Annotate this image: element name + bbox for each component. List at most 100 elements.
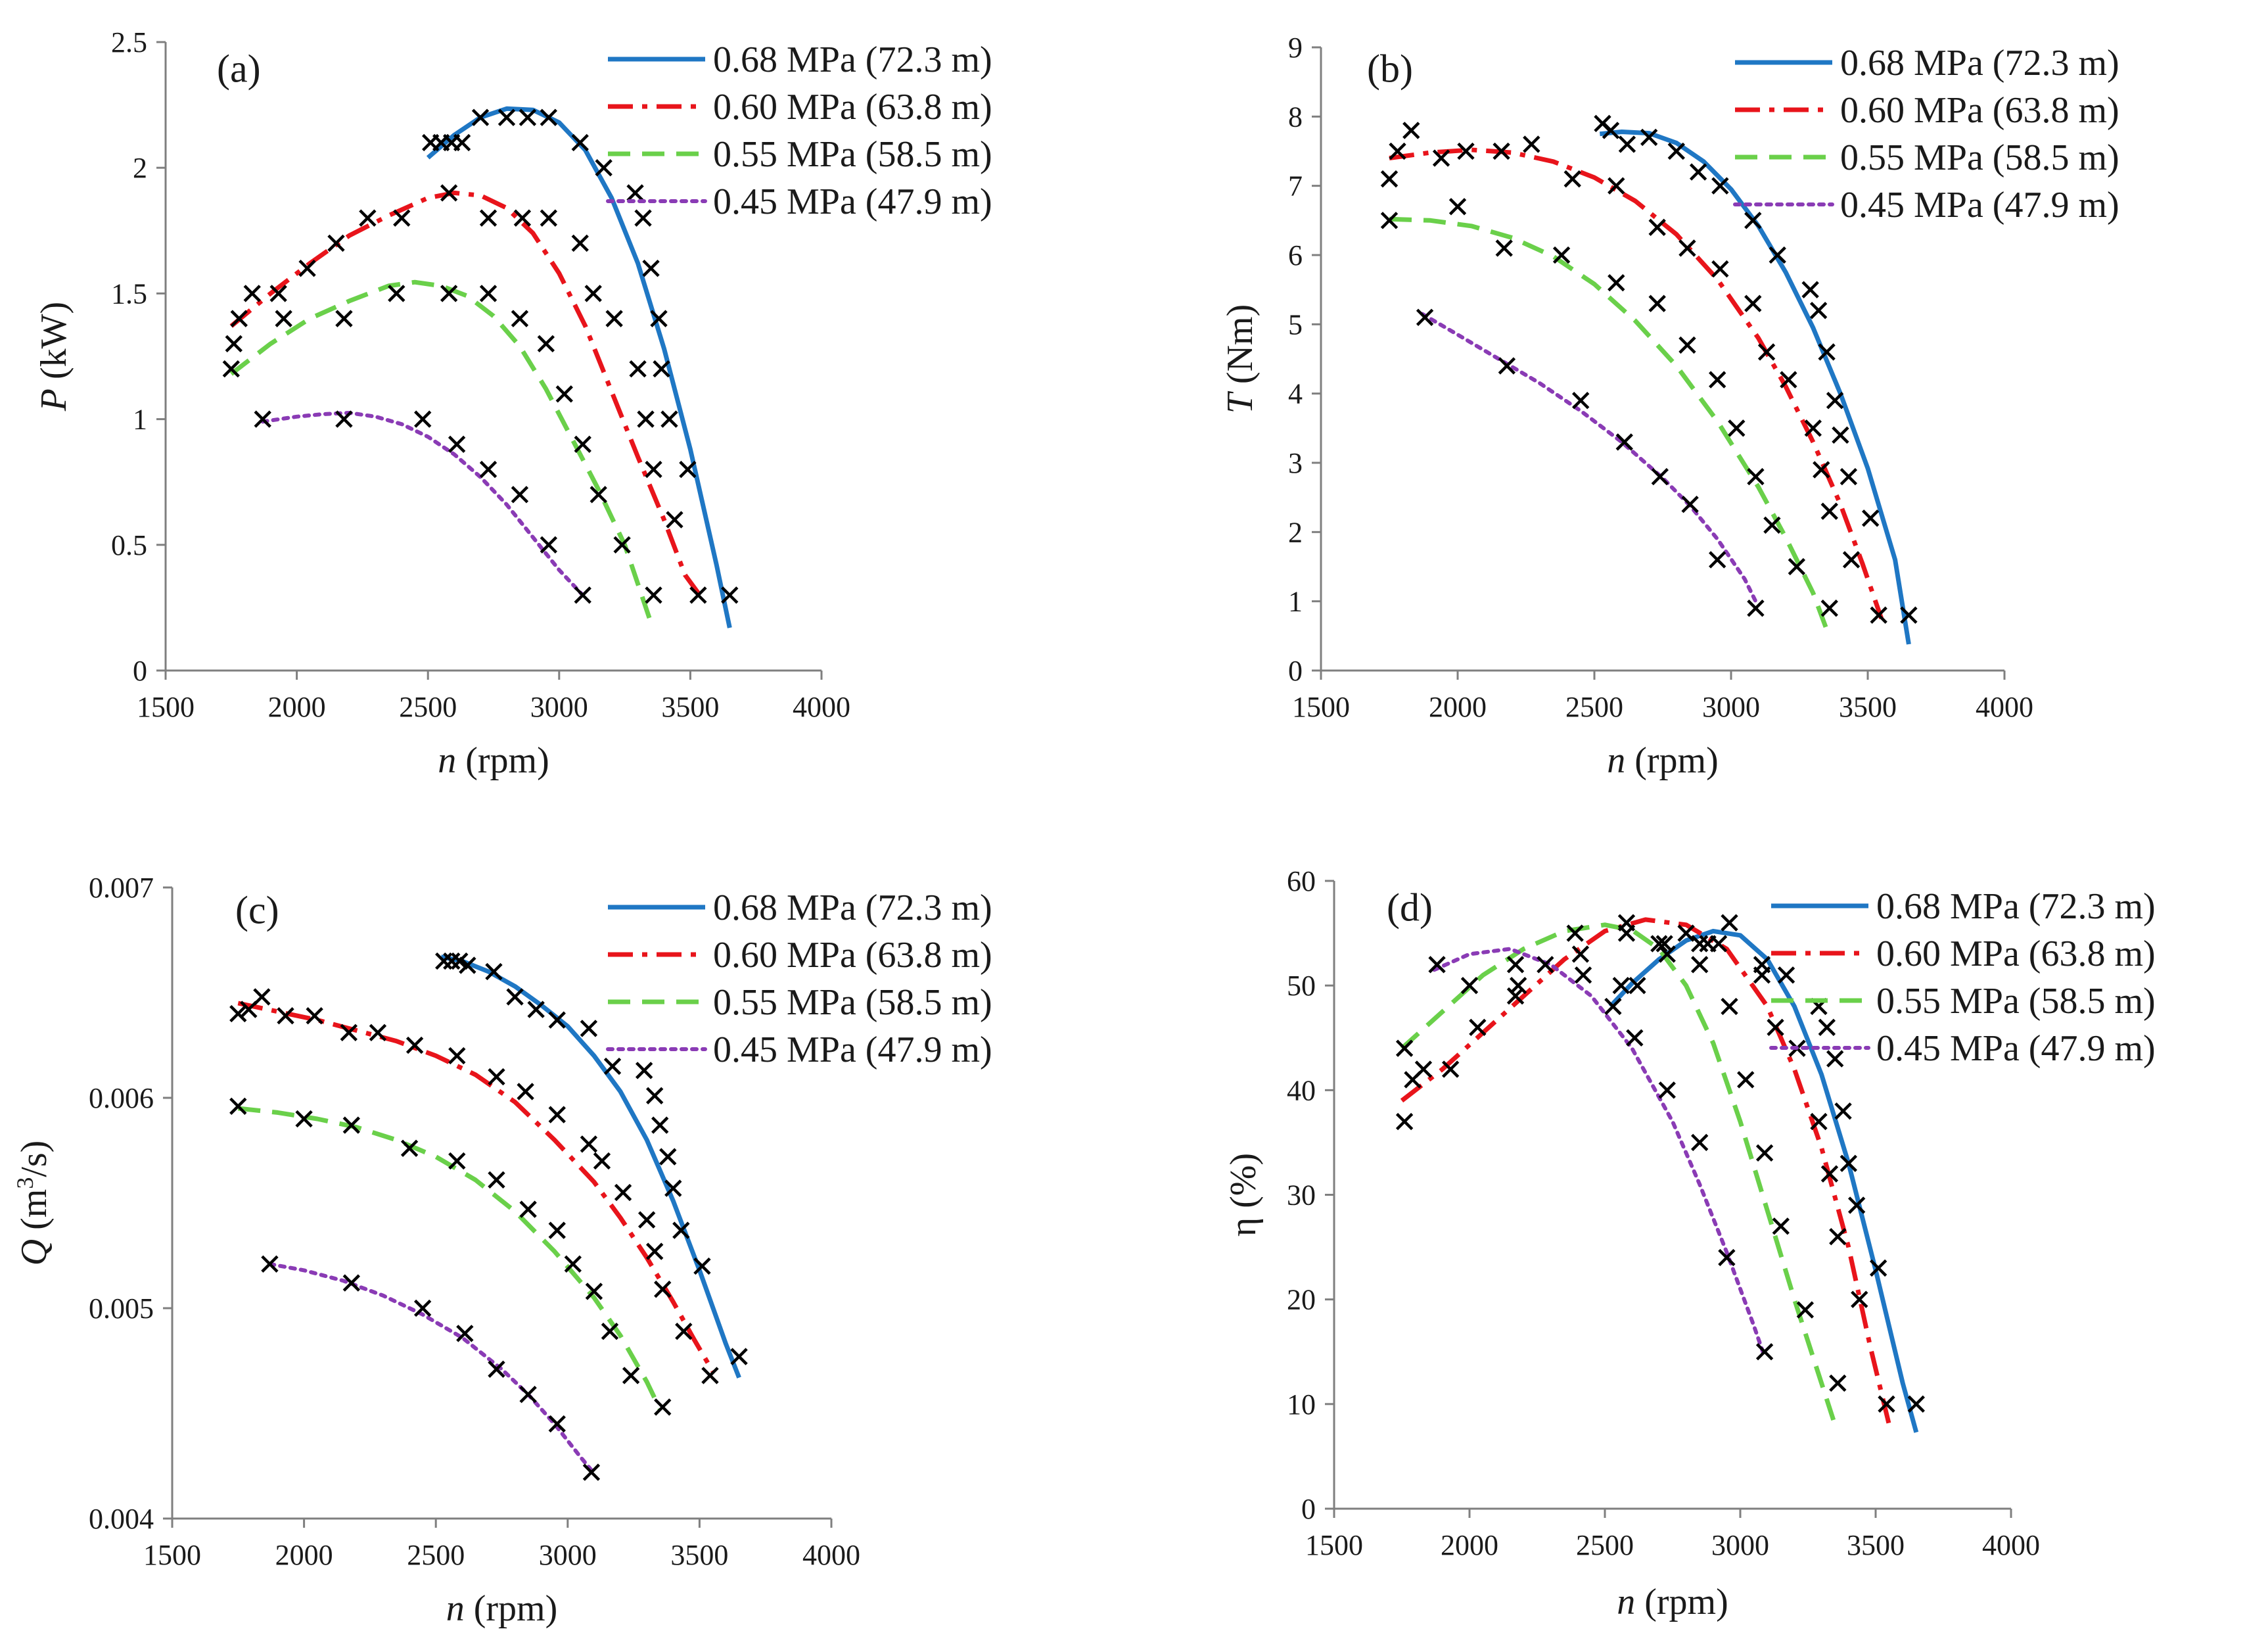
x-tick-label: 1500 <box>143 1539 201 1571</box>
data-point-marker <box>1648 295 1666 312</box>
data-point-marker <box>555 385 573 403</box>
data-point-marker <box>1618 135 1636 153</box>
data-point-marker <box>548 1221 566 1239</box>
data-point-marker <box>1818 343 1836 361</box>
series-line-2 <box>1400 917 1892 1426</box>
data-point-marker <box>635 1062 653 1079</box>
chart-panel-d: 1500 2000 2500 3000 3500 4000 0 10 20 30 40 50 60 n (… <box>1223 865 2156 1622</box>
data-point-marker <box>622 1367 640 1384</box>
data-point-marker <box>488 1068 505 1086</box>
data-point-marker <box>1629 976 1646 995</box>
data-point-marker <box>1753 956 1771 974</box>
x-tick-label: 2000 <box>268 691 326 723</box>
data-point-marker <box>1498 357 1516 375</box>
data-point-marker <box>413 1299 432 1317</box>
data-point-marker <box>1861 509 1880 527</box>
series-line-4 <box>267 1262 593 1473</box>
y-tick-label: 20 <box>1287 1284 1316 1316</box>
data-point-marker <box>646 1087 664 1104</box>
data-point-marker <box>564 1255 582 1273</box>
x-tick-label: 4000 <box>1982 1529 2040 1561</box>
legend-label-3: 0.55 MPa (58.5 m) <box>1840 137 2119 178</box>
x-tick-label: 1500 <box>1292 691 1350 723</box>
series-line-3 <box>1400 922 1838 1426</box>
y-tick-label: 8 <box>1288 101 1303 133</box>
data-point-marker <box>1523 135 1540 153</box>
data-point-marker <box>1566 924 1584 942</box>
x-tick-label: 3000 <box>1711 1529 1769 1561</box>
data-point-marker <box>637 410 655 428</box>
y-tick-label: 2 <box>1288 516 1303 548</box>
x-tick-label: 2000 <box>1441 1529 1498 1561</box>
data-point-marker <box>1810 1112 1828 1131</box>
y-tick-label: 10 <box>1287 1388 1316 1421</box>
y-tick-label: 2.5 <box>111 26 147 59</box>
data-point-marker <box>275 310 292 327</box>
panel-label: (d) <box>1387 885 1433 929</box>
data-point-marker <box>1820 600 1838 617</box>
data-point-marker <box>659 1148 677 1166</box>
data-point-marker <box>1617 924 1636 942</box>
data-point-marker <box>1829 1374 1847 1392</box>
data-point-marker <box>645 586 662 604</box>
data-point-marker <box>1804 419 1822 437</box>
data-point-marker <box>527 1001 545 1018</box>
y-axis-label: T (Nm) <box>1220 304 1261 413</box>
y-tick-label: 1.5 <box>111 277 147 310</box>
data-point-marker <box>1900 606 1918 624</box>
data-point-marker <box>1744 295 1762 312</box>
data-point-marker <box>1801 281 1819 298</box>
x-tick-label: 3000 <box>1702 691 1760 723</box>
x-tick-label: 2500 <box>1565 691 1623 723</box>
data-point-marker <box>451 952 469 970</box>
data-point-marker <box>626 184 644 202</box>
data-point-marker <box>1709 935 1728 953</box>
data-point-marker <box>654 1398 672 1416</box>
data-point-marker <box>1813 461 1830 479</box>
data-point-marker <box>629 360 647 378</box>
series-line-3 <box>237 1106 662 1411</box>
y-tick-label: 4 <box>1288 378 1303 410</box>
data-point-marker <box>448 1047 466 1065</box>
series-line-4 <box>1432 947 1767 1359</box>
data-point-marker <box>327 234 345 252</box>
data-point-marker <box>1389 142 1406 160</box>
y-tick-label: 2 <box>133 152 147 184</box>
data-point-marker <box>540 108 558 126</box>
data-point-marker <box>1788 557 1806 576</box>
legend-label-2: 0.60 MPa (63.8 m) <box>713 935 992 976</box>
data-point-marker <box>1469 1018 1487 1037</box>
data-point-marker <box>479 285 498 302</box>
data-point-marker <box>584 285 602 302</box>
data-point-marker <box>637 1211 656 1229</box>
data-point-marker <box>1678 336 1696 354</box>
data-point-marker <box>1650 935 1668 953</box>
legend-label-2: 0.60 MPa (63.8 m) <box>713 87 992 128</box>
data-point-marker <box>340 1024 358 1041</box>
data-point-marker <box>1757 343 1776 361</box>
x-tick-label: 2000 <box>275 1539 333 1571</box>
data-point-marker <box>388 285 405 302</box>
data-point-marker <box>1691 956 1709 974</box>
data-point-marker <box>537 335 555 353</box>
data-point-marker <box>269 285 287 302</box>
data-point-marker <box>1721 914 1738 932</box>
x-tick-label: 3500 <box>670 1539 728 1571</box>
data-point-marker <box>1709 371 1726 389</box>
legend-label-2: 0.60 MPa (63.8 m) <box>1840 90 2119 131</box>
y-tick-label: 7 <box>1288 170 1303 202</box>
data-point-marker <box>253 988 271 1006</box>
data-point-marker <box>498 108 516 126</box>
y-tick-label: 0.004 <box>89 1503 154 1535</box>
data-point-marker <box>1711 260 1729 278</box>
chart-panel-b: 1500 2000 2500 3000 3500 4000 0 1 2 3 4 5 6 7 8 9 n (rpm… <box>1220 32 2119 781</box>
data-point-marker <box>1842 551 1861 569</box>
data-point-marker <box>574 586 591 604</box>
data-point-marker <box>1840 1154 1857 1172</box>
data-point-marker <box>654 1281 672 1298</box>
data-point-marker <box>660 410 678 428</box>
chart-panel-a: 1500 2000 2500 3000 3500 4000 0 0.5 1 1.5 2 2.5 n (r… <box>34 26 992 781</box>
x-tick-label: 3500 <box>1839 691 1897 723</box>
data-point-marker <box>1626 1029 1644 1047</box>
y-tick-label: 0 <box>133 655 147 687</box>
